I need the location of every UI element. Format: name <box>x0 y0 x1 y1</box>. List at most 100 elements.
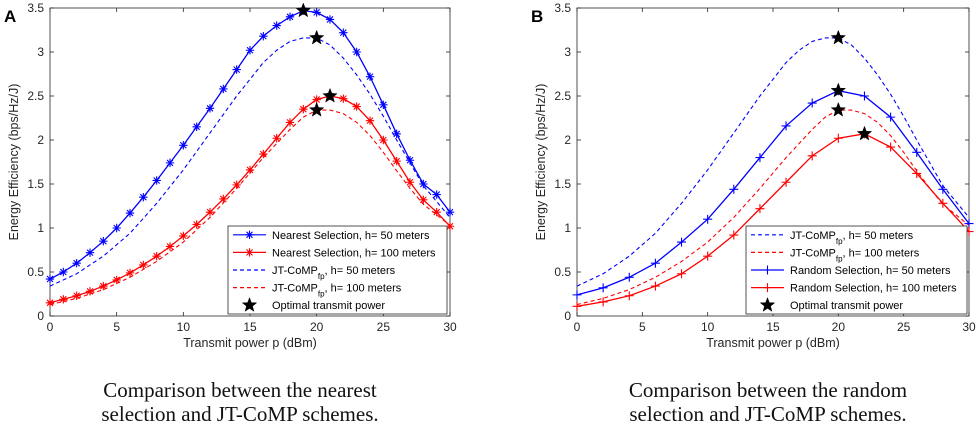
panel-a-xtick-label: 5 <box>113 320 120 334</box>
panel-a-chart: A 0 5 10 15 20 25 30 0 0.5 1 1.5 2 2.5 3 3.5 Transmit po… <box>4 1 457 350</box>
panel-a-series-0-point <box>245 46 255 55</box>
panel-a-series-0-point <box>352 47 361 57</box>
panel-b-series-2-point <box>729 184 739 194</box>
panel-a-ytick-label: 2 <box>37 133 44 147</box>
panel-a-legend-entry-3-label-part: , h= 100 meters <box>325 283 402 295</box>
panel-a-series-1-point <box>285 118 295 127</box>
panel-a-xtick-label: 0 <box>47 320 54 334</box>
panel-a-xtick-label: 10 <box>177 320 191 334</box>
panel-b-caption-line-1: Comparison between the random <box>628 378 908 402</box>
panel-a-series-1-point <box>392 156 401 166</box>
panel-a-legend-entry-1-label-part: Nearest Selection, h= 100 meters <box>272 247 436 259</box>
panel-a-series-1-point <box>339 94 348 103</box>
panel-a-series-0-point <box>285 12 295 21</box>
panel-a-series-0-point <box>45 274 55 284</box>
panel-a-series-0-point <box>192 122 201 131</box>
panel-a-legend-entry-0-label: Nearest Selection, h= 50 meters <box>272 230 430 242</box>
panel-b-series-2-point <box>755 153 765 163</box>
panel-a-series-1-point <box>45 298 55 307</box>
panel-a-xtick-label: 25 <box>377 320 391 334</box>
panel-a-series-1-point <box>152 251 161 261</box>
panel-a-series-0-point <box>272 21 281 30</box>
panel-a-series-0-point <box>405 156 415 165</box>
panel-a-series-1-point <box>272 134 281 143</box>
panel-b-series-4-point <box>830 29 847 45</box>
panel-a-series-0-point <box>445 207 455 217</box>
panel-b-series-3-point <box>572 301 582 311</box>
panel-a-ytick-label: 1.5 <box>27 177 44 191</box>
panel-a-series-4-point <box>308 29 325 45</box>
panel-a-series-4-point <box>322 87 338 103</box>
panel-b-series-3-point <box>886 142 896 152</box>
panel-a-series-0-point <box>125 208 135 218</box>
panel-b-xtick-label: 10 <box>701 320 715 334</box>
panel-a-series-0-point <box>139 193 148 202</box>
panel-a-legend-entry-0-marker <box>245 230 254 239</box>
panel-b-xtick-label: 30 <box>962 320 976 334</box>
panel-b-ytick-label: 3.5 <box>554 1 571 15</box>
panel-b-series-3-point <box>650 281 660 291</box>
panel-b-x-axis-label: Transmit power p (dBm) <box>706 336 840 350</box>
panel-b-series-2-point <box>781 121 791 131</box>
panel-b-legend-entry-3-label-part: Random Selection, h= 100 meters <box>790 283 957 295</box>
panel-b-series-1 <box>576 109 970 306</box>
panel-b-legend-entry-1-label-part: fp <box>836 254 843 263</box>
panel-a-ytick-label: 3 <box>37 45 44 59</box>
panel-a-legend-entry-2-label: JT-CoMPfp, h= 50 meters <box>272 265 396 281</box>
panel-a-series-1-point <box>419 195 428 205</box>
panel-a-caption-line-1: Comparison between the nearest <box>103 378 377 402</box>
panel-b-ytick-label: 3 <box>564 45 571 59</box>
panel-b-legend-entry-1-label-part: , h= 100 meters <box>843 247 920 259</box>
panel-a-series-0-point <box>59 267 68 277</box>
panel-b-ytick-label: 2 <box>564 133 571 147</box>
panel-b-letter: B <box>531 7 543 26</box>
panel-a-legend-entry-4-label: Optimal transmit power <box>272 300 385 312</box>
panel-a-legend-entry-3-label-part: fp <box>318 289 325 298</box>
panel-a-series-4-point <box>308 101 325 117</box>
panel-b-legend-entry-2-label: Random Selection, h= 50 meters <box>790 265 951 277</box>
panel-a-series-1-point <box>405 178 415 187</box>
panel-a-series-1-point <box>312 95 321 104</box>
panel-a-series-0-point <box>312 8 321 17</box>
panel-a-series-0 <box>45 6 455 284</box>
panel-b-xtick-label: 15 <box>766 320 780 334</box>
panel-b-series-2-point <box>964 219 974 229</box>
panel-a-series-1-point <box>379 135 388 145</box>
panel-a-series-1-point <box>59 295 68 304</box>
panel-a-legend-entry-2-label-part: , h= 50 meters <box>325 265 396 277</box>
panel-b-series-3-point <box>938 198 948 208</box>
panel-b-series-3-point <box>624 291 634 301</box>
panel-a-xtick-label: 15 <box>243 320 257 334</box>
panel-a-legend-entry-0-label-part: Nearest Selection, h= 50 meters <box>272 230 430 242</box>
panel-a-series-1-point <box>139 260 148 270</box>
panel-b-series-3-line <box>576 133 970 307</box>
panel-a-series-1-point <box>445 222 455 231</box>
panel-a-legend-entry-3-label: JT-CoMPfp, h= 100 meters <box>272 283 402 299</box>
panel-a-series-1-point <box>299 105 308 114</box>
panel-b-series-3-point <box>807 151 817 161</box>
panel-b-series-2 <box>572 86 974 300</box>
panel-a-ytick-label: 3.5 <box>27 1 44 15</box>
panel-b-xtick-label: 25 <box>897 320 911 334</box>
panel-a-xtick-label: 30 <box>443 320 457 334</box>
panel-b-y-axis-label: Energy Efficiency (bps/Hz/J) <box>534 84 548 241</box>
panel-a-legend-entry-1-marker <box>245 248 254 257</box>
panel-a-caption-line-2: selection and JT-CoMP schemes. <box>101 402 379 426</box>
panel-a-letter: A <box>4 7 16 26</box>
panel-a-ytick-label: 0.5 <box>27 265 44 279</box>
panel-a-series-0-point <box>232 65 241 74</box>
panel-b-series-4 <box>830 29 873 141</box>
panel-b-series-2-point <box>572 290 582 300</box>
panel-b-ytick-label: 2.5 <box>554 89 571 103</box>
panel-a-legend: Nearest Selection, h= 50 meters Nearest S… <box>227 225 448 315</box>
panel-a-series-1-point <box>72 291 81 300</box>
panel-a-series-0-point <box>152 176 161 185</box>
panel-b-series-3-point <box>598 297 608 307</box>
panel-a-series-0-point <box>179 141 188 150</box>
panel-b-legend-entry-2-label-part: Random Selection, h= 50 meters <box>790 265 951 277</box>
panel-b-legend-entry-3-label: Random Selection, h= 100 meters <box>790 283 957 295</box>
panel-b-series-0-line <box>576 37 970 287</box>
panel-a-series-0-point <box>85 248 95 257</box>
